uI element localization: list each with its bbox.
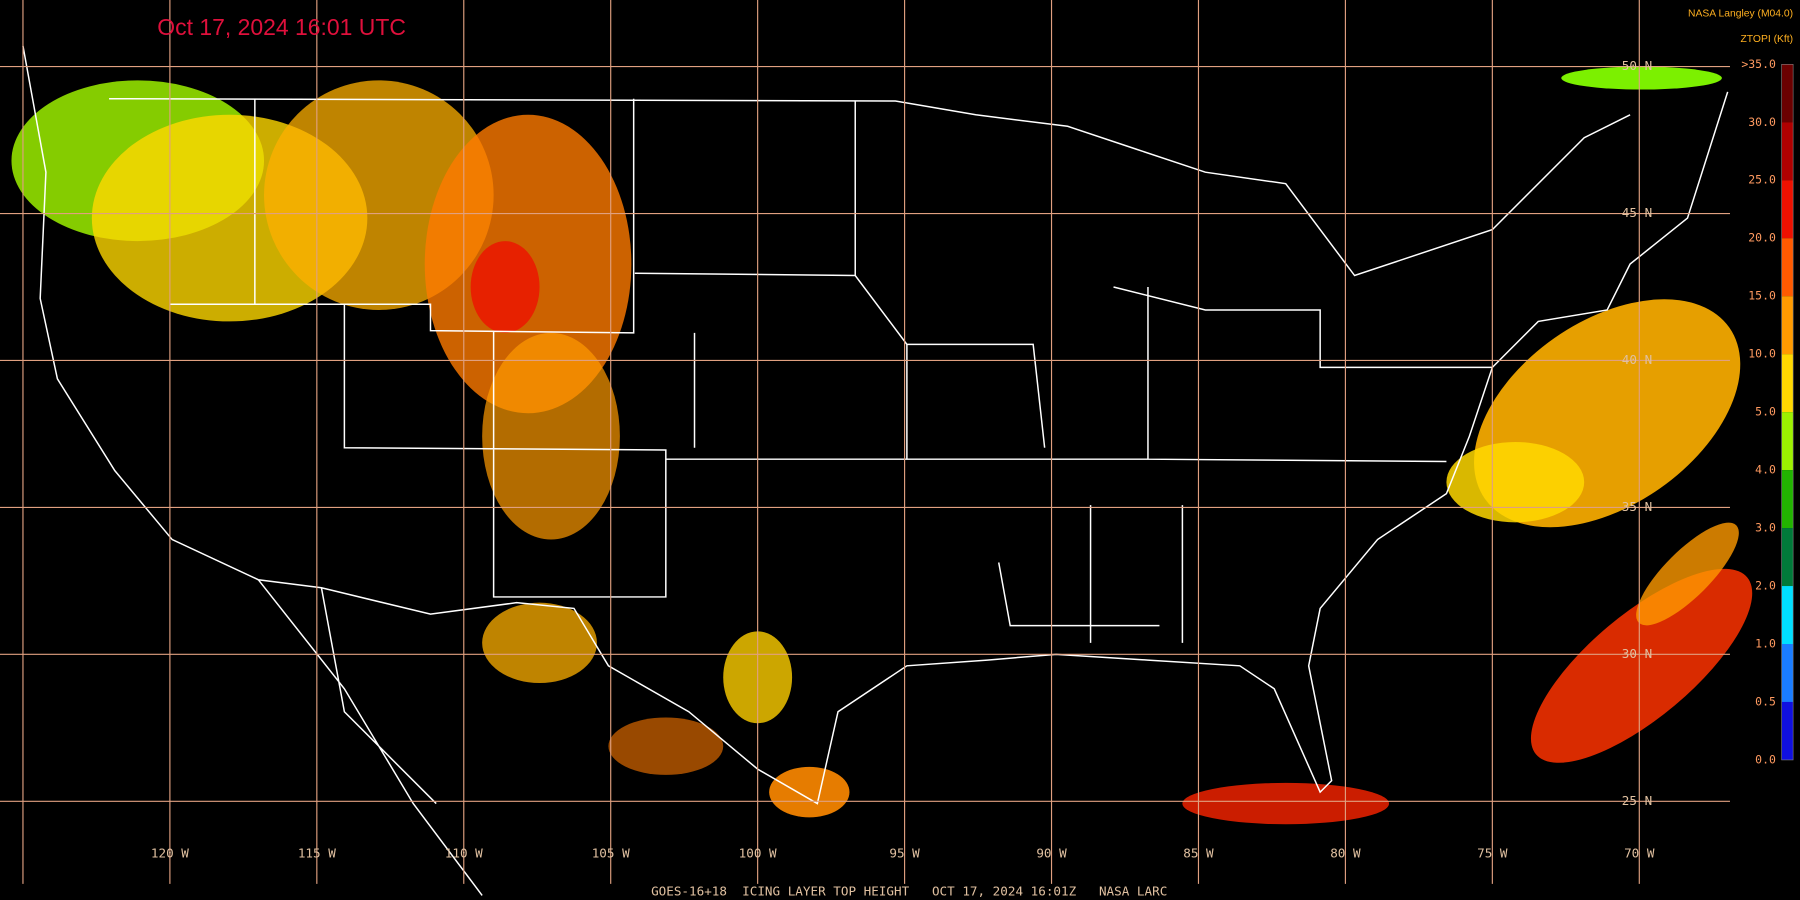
lat-label: 45 N bbox=[1622, 205, 1652, 220]
legend-level: 2.0 bbox=[1755, 579, 1776, 593]
legend-level: 25.0 bbox=[1748, 173, 1776, 187]
color-swatch bbox=[1781, 122, 1794, 181]
cloud-field bbox=[11, 66, 1753, 825]
legend-level: 1.0 bbox=[1755, 637, 1776, 651]
credit: NASA Langley (M04.0) bbox=[1688, 9, 1793, 20]
color-bar-frame bbox=[1781, 63, 1794, 761]
cloud bbox=[1636, 522, 1739, 626]
color-swatch bbox=[1781, 586, 1794, 645]
lat-lon-grid: 120 W 115 W 110 W 105 W 100 W 95 W 90 W 85 W 80 … bbox=[0, 0, 1730, 884]
coastline bbox=[22, 45, 1729, 805]
cloud bbox=[769, 766, 850, 818]
color-swatch bbox=[1781, 644, 1794, 702]
lon-label: 80 W bbox=[1330, 846, 1361, 861]
color-swatch bbox=[1781, 470, 1794, 529]
lon-label: 95 W bbox=[889, 846, 920, 861]
state-lines bbox=[169, 98, 1493, 643]
cloud bbox=[1182, 782, 1390, 825]
legend-level: 30.0 bbox=[1748, 115, 1776, 129]
lon-label: 105 W bbox=[592, 846, 630, 861]
legend-title: ZTOPI (Kft) bbox=[1741, 34, 1794, 45]
lat-label: 40 N bbox=[1622, 352, 1652, 367]
timestamp: Oct 17, 2024 16:01 UTC bbox=[157, 14, 406, 40]
boundaries bbox=[22, 45, 1729, 896]
lon-label: 100 W bbox=[739, 846, 777, 861]
color-swatch bbox=[1781, 64, 1794, 123]
footer: GOES-16+18 ICING LAYER TOP HEIGHT OCT 17… bbox=[651, 883, 1167, 898]
lat-label: 50 N bbox=[1622, 58, 1652, 73]
lon-label: 85 W bbox=[1183, 846, 1214, 861]
legend-level: 15.0 bbox=[1748, 289, 1776, 303]
legend-level: 3.0 bbox=[1755, 521, 1776, 535]
lon-label: 115 W bbox=[298, 846, 336, 861]
cloud bbox=[1446, 441, 1585, 523]
lon-label: 120 W bbox=[151, 846, 189, 861]
cloud bbox=[1530, 568, 1753, 763]
cloud bbox=[608, 717, 724, 775]
lon-label: 75 W bbox=[1477, 846, 1508, 861]
legend-level: 0.0 bbox=[1755, 752, 1776, 766]
lon-label: 90 W bbox=[1036, 846, 1067, 861]
legend-level: >35.0 bbox=[1741, 57, 1776, 71]
cloud bbox=[470, 241, 540, 333]
color-swatch bbox=[1781, 354, 1794, 413]
color-swatch bbox=[1781, 180, 1794, 239]
legend-level: 20.0 bbox=[1748, 231, 1776, 245]
lat-label: 30 N bbox=[1622, 646, 1652, 661]
lon-label: 70 W bbox=[1624, 846, 1655, 861]
color-swatch bbox=[1781, 701, 1794, 760]
border bbox=[109, 97, 1631, 277]
baja bbox=[257, 579, 483, 896]
legend-level: 4.0 bbox=[1755, 463, 1776, 477]
color-swatch bbox=[1781, 296, 1794, 355]
cloud bbox=[482, 332, 620, 540]
legend-level: 0.5 bbox=[1755, 694, 1776, 708]
cloud bbox=[482, 602, 597, 684]
color-swatch bbox=[1781, 412, 1794, 471]
color-bar: >35.0 30.0 25.0 20.0 15.0 10.0 5.0 4.0 3.0 2.0 1.0… bbox=[1741, 57, 1794, 766]
cloud bbox=[1561, 66, 1722, 90]
lat-label: 35 N bbox=[1622, 499, 1652, 514]
lon-label: 110 W bbox=[445, 846, 483, 861]
color-swatch bbox=[1781, 238, 1794, 297]
color-swatch bbox=[1781, 528, 1794, 587]
legend-level: 10.0 bbox=[1748, 347, 1776, 361]
legend-level: 5.0 bbox=[1755, 405, 1776, 419]
lat-label: 25 N bbox=[1622, 793, 1652, 808]
